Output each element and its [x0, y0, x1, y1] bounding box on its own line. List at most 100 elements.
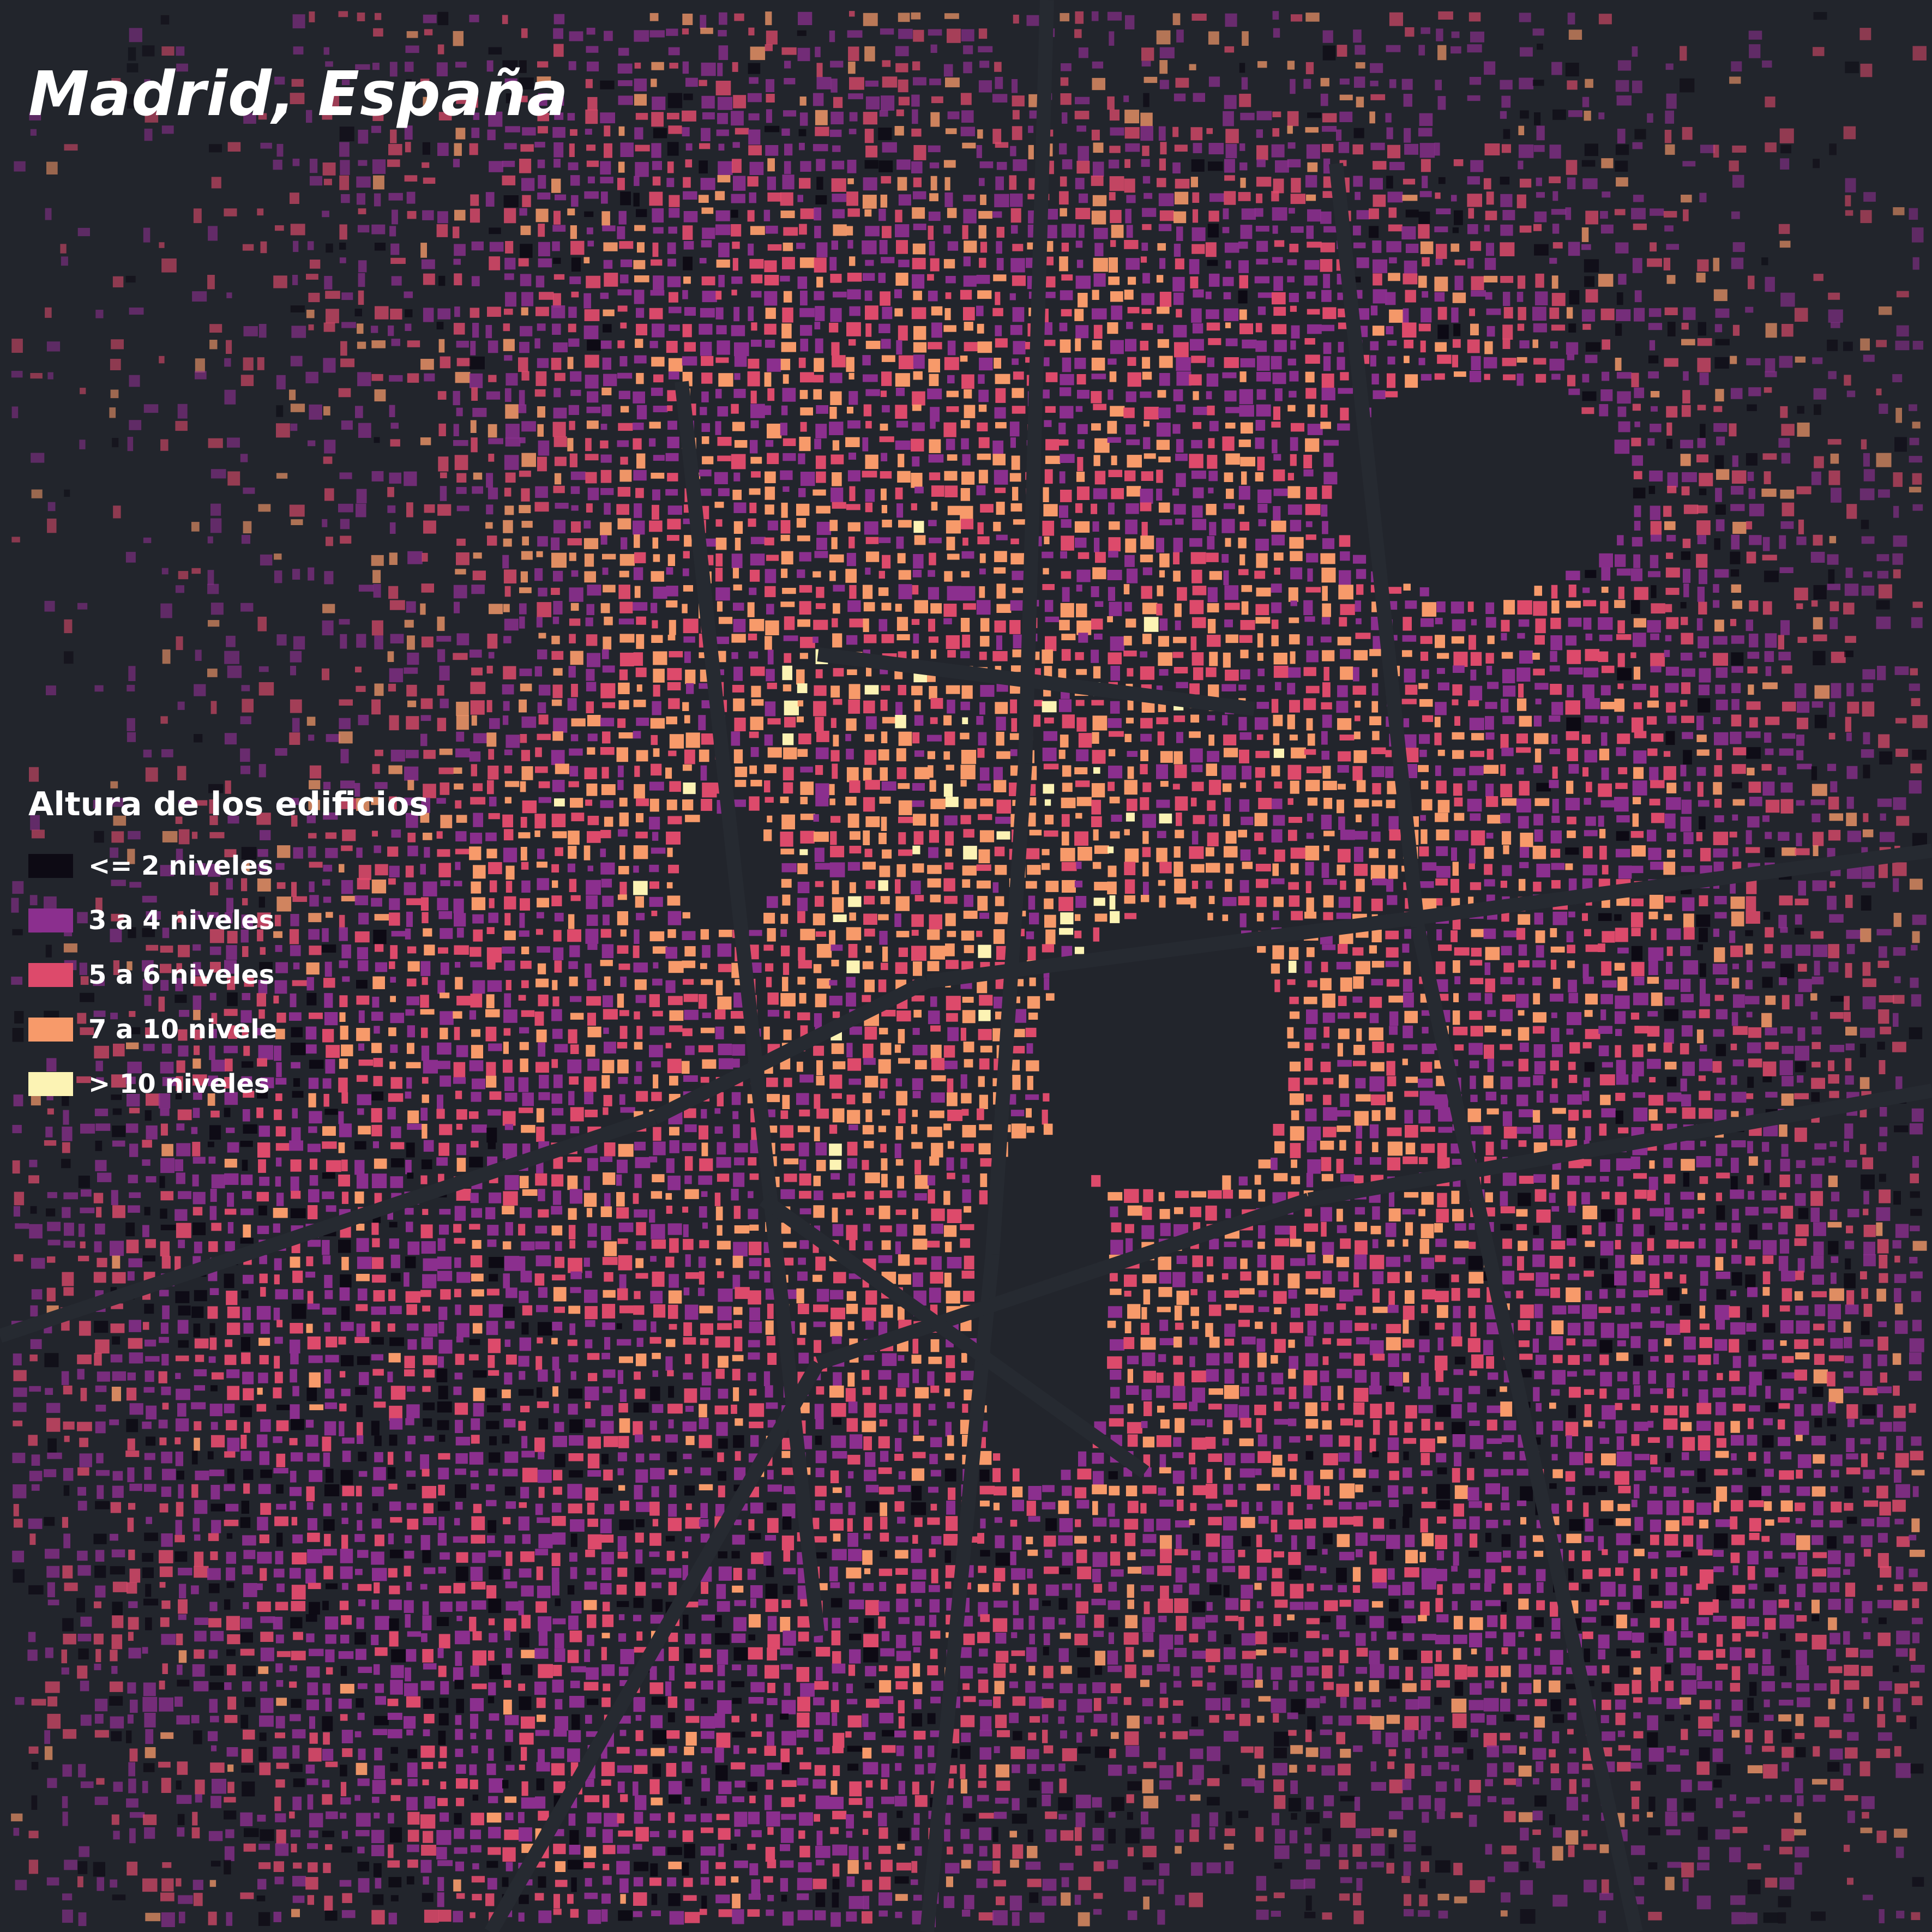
building [1568, 764, 1579, 774]
building [1765, 276, 1775, 292]
building [224, 389, 236, 405]
building [586, 503, 593, 513]
building [1519, 340, 1530, 348]
building [1273, 911, 1279, 920]
building [701, 423, 710, 432]
building [1061, 274, 1073, 281]
building [977, 522, 984, 534]
building [1764, 651, 1774, 662]
building [1828, 292, 1840, 300]
building [1502, 831, 1512, 845]
building [1714, 896, 1727, 905]
building [1746, 911, 1760, 924]
building [651, 603, 658, 613]
building [1582, 97, 1590, 107]
building [765, 504, 774, 515]
building [832, 633, 842, 648]
building [1156, 847, 1167, 863]
building [47, 519, 57, 533]
building [617, 289, 632, 296]
building [1388, 273, 1400, 281]
building [338, 503, 353, 513]
building [1778, 914, 1787, 929]
building [1730, 356, 1737, 364]
building [604, 816, 613, 827]
building [473, 472, 483, 480]
building [1680, 78, 1695, 93]
building [784, 616, 795, 630]
building [1389, 257, 1397, 263]
building [1338, 896, 1351, 908]
building [567, 698, 577, 711]
building [226, 945, 237, 960]
building [980, 242, 988, 253]
building [570, 798, 583, 808]
building [683, 585, 693, 592]
building [1156, 470, 1163, 483]
building [323, 896, 332, 903]
building [1353, 225, 1361, 236]
building [683, 211, 698, 222]
building [551, 587, 560, 595]
building [289, 389, 296, 400]
building [1355, 600, 1361, 612]
building [1583, 667, 1599, 678]
building [1762, 682, 1778, 689]
building [1307, 424, 1323, 435]
building [1895, 718, 1907, 724]
building [1664, 649, 1670, 657]
building [619, 634, 635, 643]
building [1385, 930, 1399, 940]
building [583, 325, 599, 339]
building [1567, 685, 1574, 697]
building [551, 552, 567, 568]
building [1860, 210, 1872, 224]
building [781, 502, 788, 518]
building [1422, 291, 1429, 298]
building [31, 489, 43, 498]
building [1256, 896, 1267, 907]
building [1320, 422, 1331, 429]
building [1305, 175, 1317, 188]
building [79, 440, 86, 449]
building [912, 404, 922, 411]
building [64, 489, 70, 497]
building [1075, 11, 1084, 24]
building [1502, 210, 1515, 220]
building [977, 783, 991, 791]
building [1322, 766, 1331, 779]
building [1435, 342, 1447, 352]
building [129, 28, 142, 43]
building [583, 520, 591, 529]
building [895, 273, 908, 286]
building [1108, 389, 1114, 400]
building [538, 93, 547, 106]
building [522, 127, 536, 136]
building [440, 486, 447, 501]
building [1403, 583, 1411, 591]
building [1256, 389, 1266, 400]
building [815, 306, 825, 321]
building [1189, 374, 1202, 386]
building [1813, 274, 1823, 281]
building [143, 404, 159, 413]
building [1418, 212, 1430, 226]
building [1322, 682, 1331, 697]
building [195, 358, 205, 373]
building [782, 588, 796, 594]
building [1501, 95, 1511, 108]
building [1813, 944, 1828, 958]
building [1615, 242, 1629, 254]
building [1665, 896, 1676, 903]
building [1239, 799, 1250, 812]
building [538, 440, 550, 456]
building [488, 438, 503, 444]
building [1731, 714, 1742, 727]
building [929, 193, 938, 202]
building [798, 488, 806, 497]
building [1633, 633, 1646, 647]
building [978, 80, 992, 93]
building [1059, 619, 1070, 630]
building [702, 291, 717, 303]
building [667, 112, 679, 119]
